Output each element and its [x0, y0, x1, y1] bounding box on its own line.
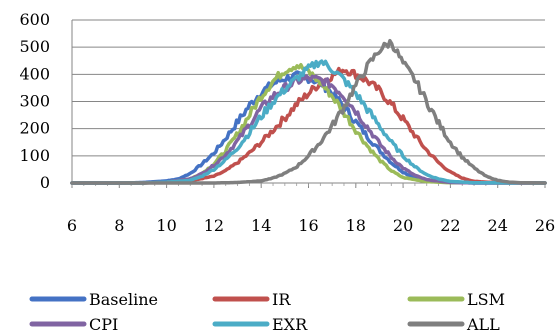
gridlines: [72, 19, 545, 157]
legend: Baseline IR LSM CPI EXR ALL: [29, 290, 505, 334]
x-tick-label: 22: [440, 216, 460, 235]
x-tick-label: 10: [156, 216, 176, 235]
y-tick-label: 400: [19, 64, 50, 83]
legend-label-lsm: LSM: [467, 290, 505, 309]
y-tick-label: 600: [19, 10, 50, 29]
x-tick-label: 26: [535, 216, 555, 235]
y-tick-label: 0: [40, 173, 50, 192]
y-tick-label: 200: [19, 119, 50, 138]
x-tick-label: 12: [204, 216, 224, 235]
y-tick-label: 100: [19, 146, 50, 165]
y-tick-labels: 0 100 200 300 400 500 600: [19, 10, 50, 192]
series-lines: [70, 38, 547, 185]
legend-label-all: ALL: [466, 315, 500, 334]
series-line-all: [70, 38, 547, 185]
x-tick-label: 16: [298, 216, 318, 235]
y-tick-label: 300: [19, 92, 50, 111]
x-tick-label: 20: [393, 216, 413, 235]
legend-label-cpi: CPI: [89, 315, 118, 334]
legend-label-baseline: Baseline: [89, 290, 158, 309]
x-tick-label: 18: [346, 216, 366, 235]
x-tick-label: 8: [114, 216, 124, 235]
axes: [71, 20, 546, 188]
x-tick-label: 14: [251, 216, 271, 235]
x-tick-label: 6: [67, 216, 77, 235]
legend-label-ir: IR: [272, 290, 291, 309]
legend-label-exr: EXR: [272, 315, 308, 334]
y-tick-label: 500: [19, 37, 50, 56]
x-tick-labels: 6 8 10 12 14 16 18 20 22 24 26: [67, 216, 555, 235]
x-tick-label: 24: [488, 216, 508, 235]
